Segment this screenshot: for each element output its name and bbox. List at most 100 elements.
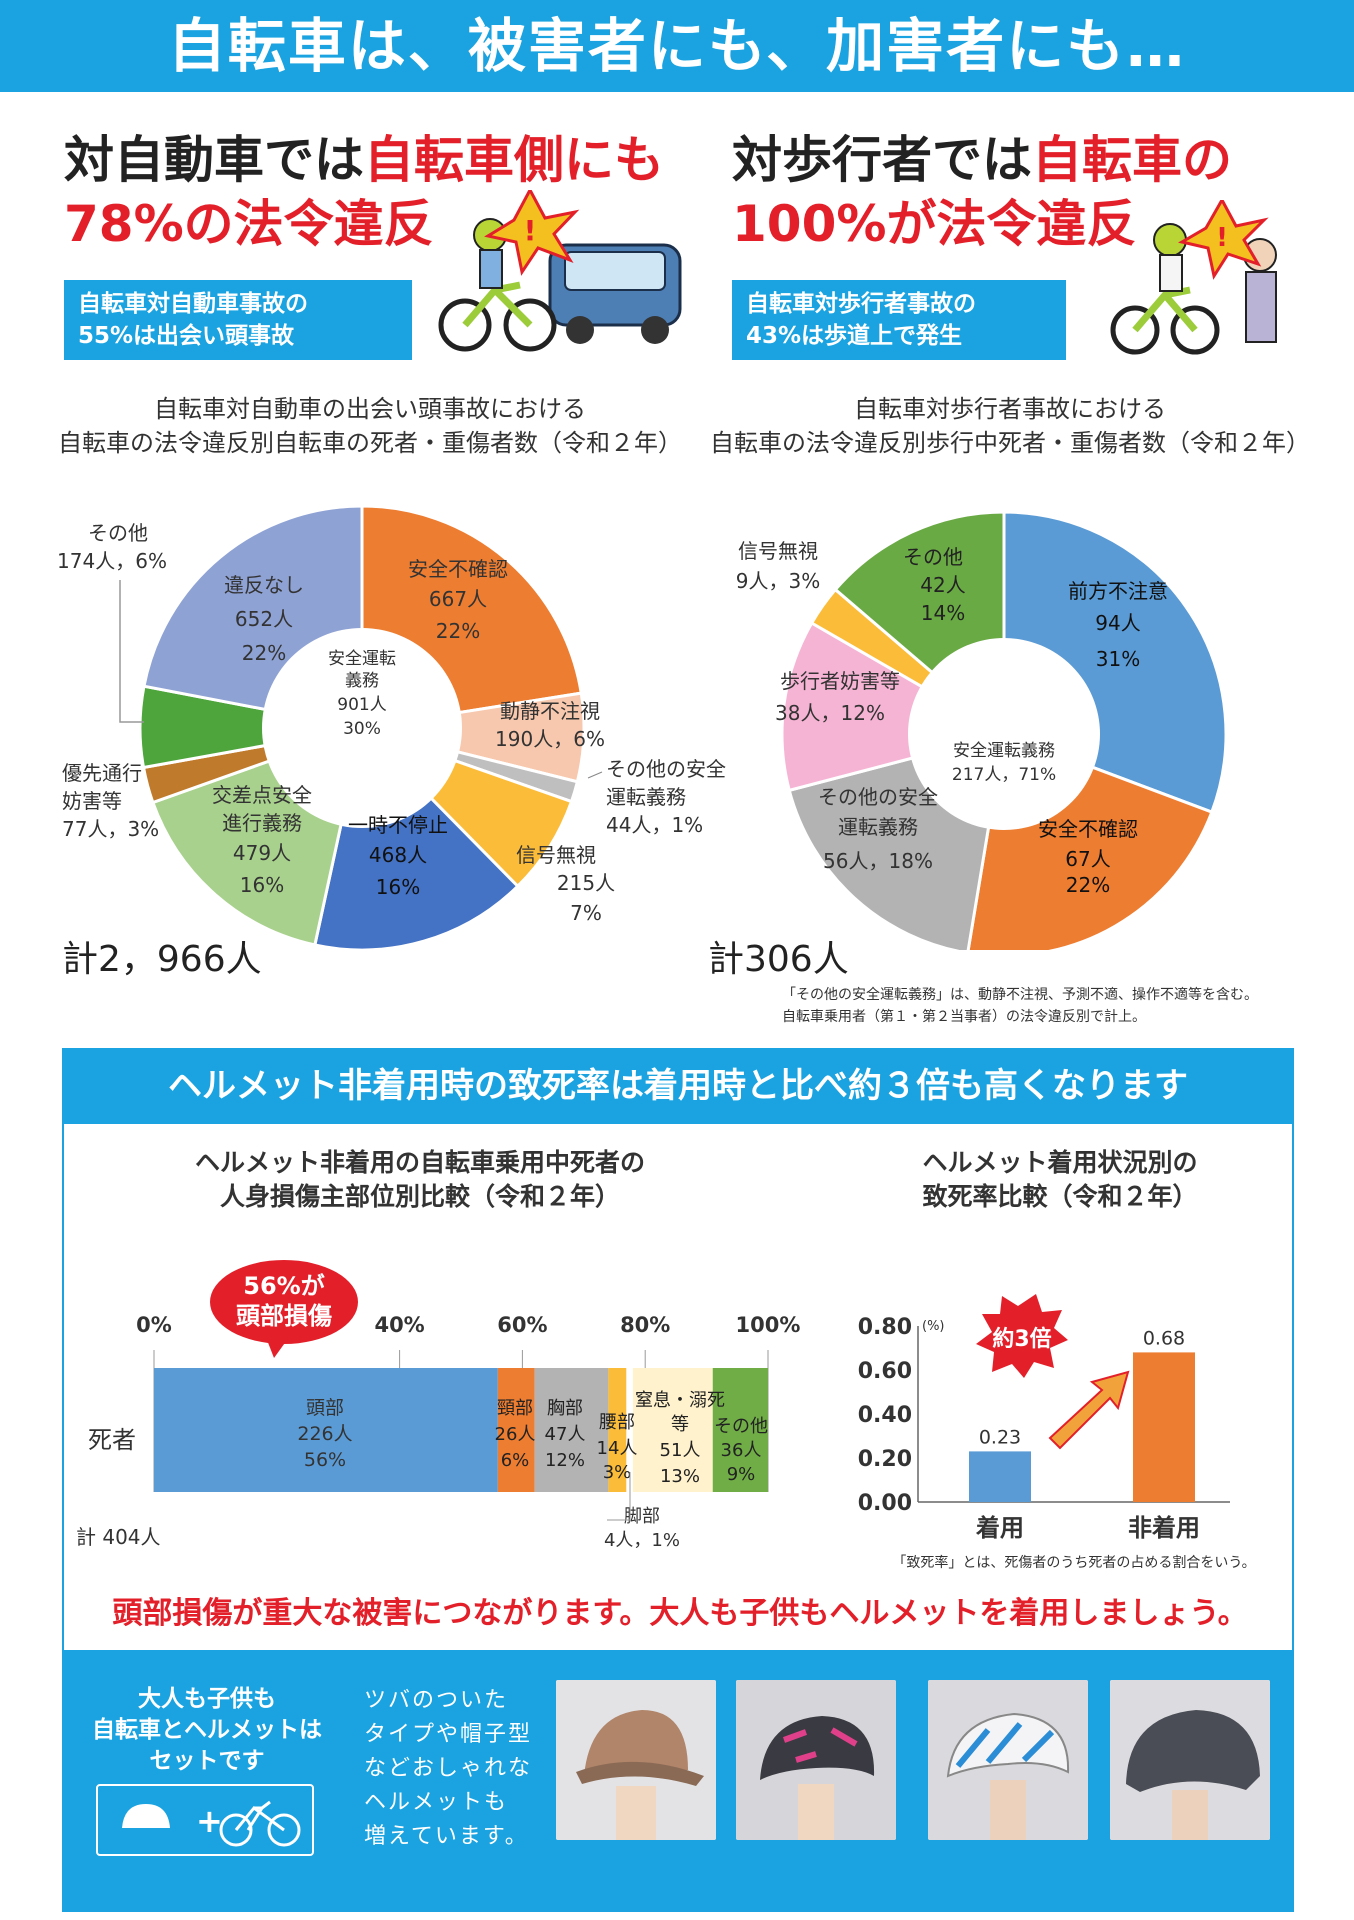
fatal-unit: (%) <box>922 1319 945 1334</box>
seg-label-chest: 胸部 <box>547 1398 583 1419</box>
left-count-ichiji: 468人 <box>369 843 427 867</box>
fatal-bar-0 <box>969 1451 1031 1502</box>
stack-segment-2 <box>534 1368 609 1492</box>
desc-line5: 増えています。 <box>364 1824 529 1849</box>
left-count-anzen: 667人 <box>429 587 487 611</box>
right-count-hokousha: 38人，12% <box>775 701 885 725</box>
seg-pct-chest: 12% <box>545 1450 585 1471</box>
right-note-line2: 自転車乗用者（第１・第２当事者）の法令違反別で計上。 <box>782 1009 1146 1025</box>
left-center-label-2: 義務 <box>345 671 379 691</box>
pink-helmet-photo <box>736 1680 896 1840</box>
bicycle-icon <box>219 1800 301 1847</box>
left-donut-chart: 安全運転 義務 901人 30% 安全不確認 667人 22% 動静不注視 19… <box>57 504 726 952</box>
stack-segment-3 <box>608 1368 627 1492</box>
set-message: 大人も子供も 自転車とヘルメットは セットです <box>72 1684 342 1777</box>
bicycle-pedestrian-illustration: ! <box>1110 200 1277 355</box>
seg-pct-waist: 3% <box>603 1462 632 1483</box>
right-count-sonota: 42人 <box>920 573 965 597</box>
fatal-ytick-1: 0.20 <box>858 1447 912 1472</box>
left-label-sonotaanzen-1: その他の安全 <box>606 757 726 781</box>
right-info-line1: 自転車対歩行者事故の <box>746 291 976 317</box>
left-caption-line1: 自転車対自動車の出会い頭事故における <box>154 395 586 423</box>
page-title: 自転車は、被害者にも、加害者にも… <box>0 0 1354 92</box>
plus-sign: + <box>196 1802 223 1840</box>
left-info-line2: 55%は出会い頭事故 <box>78 323 295 349</box>
left-headline: 対自動車では自転車側にも 78%の法令違反 <box>64 128 704 256</box>
three-times-callout <box>976 1294 1068 1378</box>
seg-count-chest: 47人 <box>545 1424 586 1445</box>
right-pct-anzen: 22% <box>1066 873 1110 897</box>
left-count-sonota: 174人，6% <box>57 549 167 573</box>
left-label-anzen: 安全不確認 <box>408 557 508 581</box>
left-headline-black: 対自動車では <box>64 131 364 189</box>
head-callout <box>210 1260 358 1344</box>
seg-pct-neck: 6% <box>501 1450 530 1471</box>
hat-helmet-photo <box>556 1680 716 1840</box>
left-count-kousaten: 479人 <box>233 841 291 865</box>
left-headline-red: 自転車側にも <box>364 131 664 189</box>
helmet-bicycle-set-box: + <box>96 1784 314 1856</box>
right-label-sonotaanzen-2: 運転義務 <box>838 815 918 839</box>
stack-tick-1: 40% <box>374 1313 424 1337</box>
seg-label-other: その他 <box>714 1416 768 1437</box>
left-headline-line2: 78%の法令違反 <box>64 195 434 253</box>
bicycle-car-illustration: ! <box>438 190 682 352</box>
left-label-sonota: その他 <box>88 521 148 545</box>
right-count-shingou: 9人，3% <box>736 569 820 593</box>
fatal-value-0: 0.23 <box>979 1426 1021 1448</box>
stack-tick-3: 80% <box>620 1313 670 1337</box>
svg-text:!: ! <box>524 214 537 247</box>
fatal-ytick-2: 0.40 <box>858 1403 912 1428</box>
bar-chart-title: ヘルメット非着用の自転車乗用中死者の 人身損傷主部位別比較（令和２年） <box>120 1146 720 1214</box>
left-count-sonotaanzen: 44人，1% <box>606 813 703 837</box>
left-label-sonotaanzen-2: 運転義務 <box>606 785 686 809</box>
stack-tick-4: 100% <box>736 1313 801 1337</box>
desc-line4: ヘルメットも <box>364 1790 509 1815</box>
left-label-ichiji: 一時不停止 <box>348 813 448 837</box>
increase-arrow-icon <box>1048 1370 1130 1450</box>
seg-label-leg: 脚部 <box>624 1506 660 1527</box>
left-info-line1: 自転車対自動車事故の <box>78 291 308 317</box>
fatal-ytick-0: 0.00 <box>858 1491 912 1516</box>
left-pct-ihan: 22% <box>242 641 286 665</box>
seg-label-suffocate-2: 等 <box>671 1414 689 1435</box>
right-headline-black: 対歩行者では <box>732 131 1032 189</box>
left-center-label-4: 30% <box>343 719 381 739</box>
row-label: 死者 <box>88 1426 136 1454</box>
stack-segment-6 <box>712 1368 768 1492</box>
seg-count-other: 36人 <box>721 1440 762 1461</box>
injury-site-chart: 0% 40% 60% 80% 100% 56%が 頭部損傷 死者 計 404人 頭部 2… <box>76 1260 801 1551</box>
left-count-shingou: 215人 <box>557 871 615 895</box>
left-center-label-1: 安全運転 <box>328 649 396 669</box>
sport-helmet-photo <box>928 1680 1088 1840</box>
left-center-label-3: 901人 <box>337 695 386 715</box>
right-headline-red: 自転車の <box>1032 131 1232 189</box>
head-callout-line1: 56%が <box>243 1272 324 1300</box>
left-label-kousaten-2: 進行義務 <box>222 811 302 835</box>
fatal-chart-title: ヘルメット着用状況別の 致死率比較（令和２年） <box>870 1146 1250 1214</box>
fatal-chart-title-line1: ヘルメット着用状況別の <box>922 1148 1198 1177</box>
right-label-sonotaanzen-1: その他の安全 <box>818 785 938 809</box>
bar-chart-title-line2: 人身損傷主部位別比較（令和２年） <box>219 1182 620 1211</box>
right-total: 計306人 <box>708 939 849 980</box>
fatality-rate-chart: 0.00 0.20 0.40 0.60 0.80 0.23 着用 0.68 非着用 (%) 約… <box>858 1294 1230 1542</box>
left-label-shingou: 信号無視 <box>516 843 596 867</box>
left-chart-caption: 自転車対自動車の出会い頭事故における 自転車の法令違反別自転車の死者・重傷者数（… <box>40 392 700 460</box>
right-center-label-1: 安全運転義務 <box>953 741 1055 761</box>
bar-total: 計 404人 <box>76 1525 161 1549</box>
left-pct-ichiji: 16% <box>376 875 420 899</box>
right-center-label-2: 217人，71% <box>952 765 1056 785</box>
helmet-variety-text: ツバのついた タイプや帽子型 などおしゃれな ヘルメットも 増えています。 <box>364 1684 544 1854</box>
left-count-dousei: 190人，6% <box>495 727 605 751</box>
seg-pct-suffocate: 13% <box>660 1466 700 1487</box>
fatal-category-1: 非着用 <box>1128 1514 1200 1542</box>
desc-line3: などおしゃれな <box>364 1756 533 1781</box>
right-label-anzen: 安全不確認 <box>1038 817 1138 841</box>
left-info-box: 自転車対自動車事故の 55%は出会い頭事故 <box>64 280 412 360</box>
right-headline-line2: 100%が法令違反 <box>732 195 1137 253</box>
right-info-box: 自転車対歩行者事故の 43%は歩道上で発生 <box>732 280 1066 360</box>
right-headline: 対歩行者では自転車の 100%が法令違反 <box>732 128 1332 256</box>
bar-chart-title-line1: ヘルメット非着用の自転車乗用中死者の <box>194 1148 645 1177</box>
seg-label-waist: 腰部 <box>599 1412 635 1433</box>
set-line1: 大人も子供も <box>138 1686 276 1712</box>
